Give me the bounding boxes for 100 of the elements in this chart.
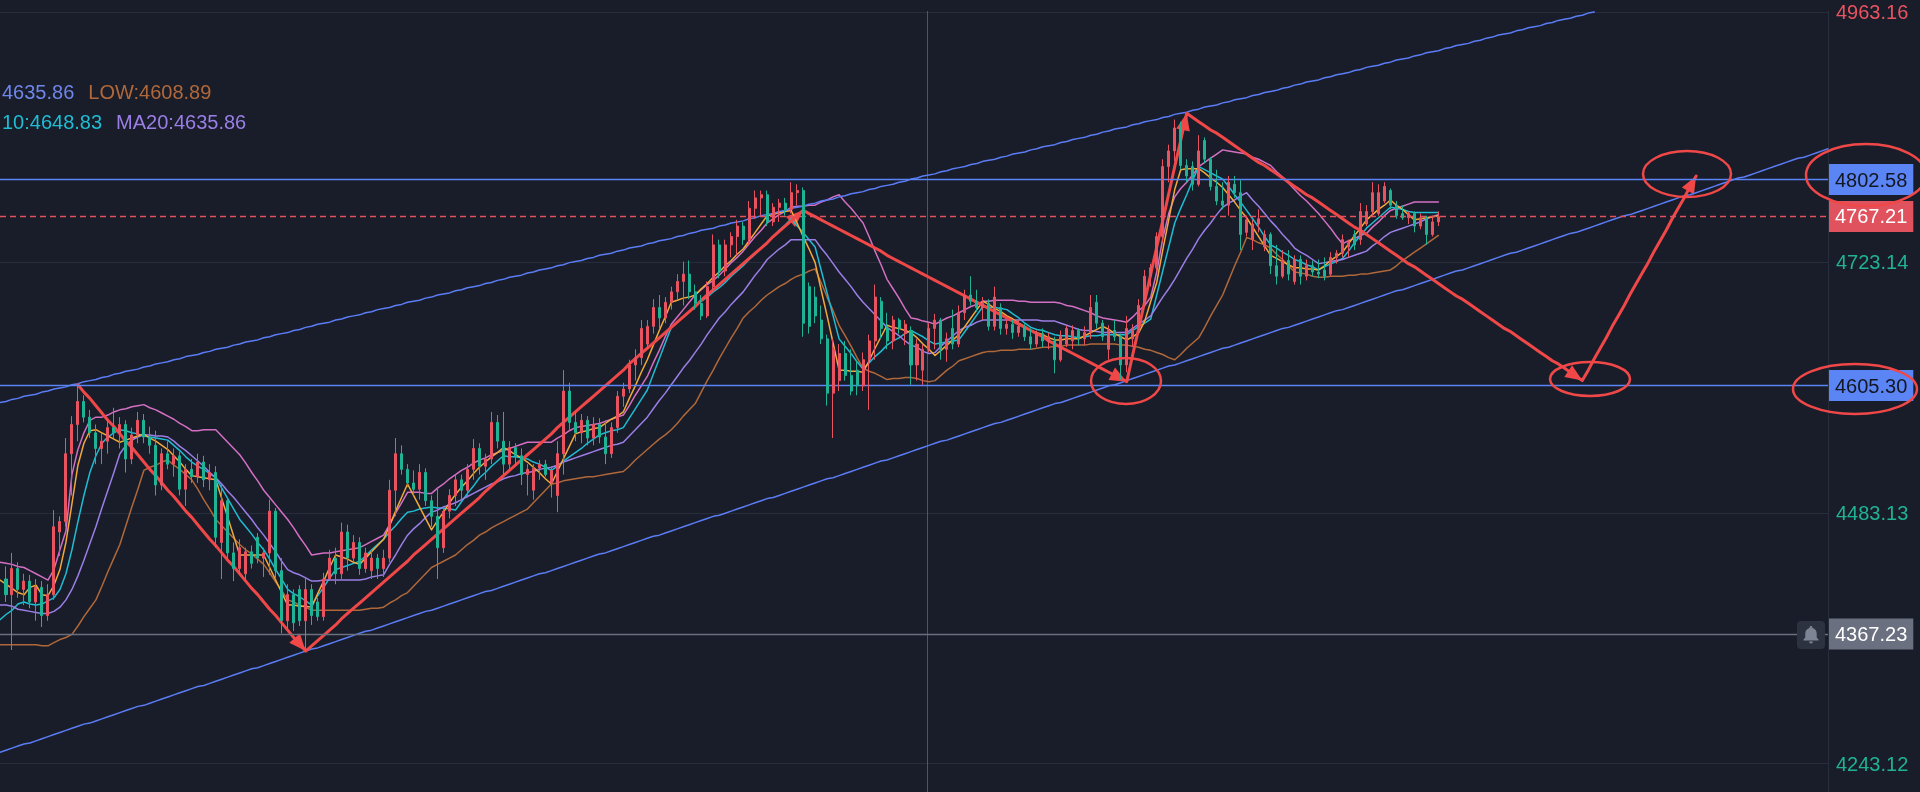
candlestick bbox=[232, 541, 235, 582]
candlestick bbox=[10, 552, 13, 651]
candlestick bbox=[520, 447, 523, 486]
candlestick bbox=[262, 547, 265, 578]
candlestick bbox=[1029, 327, 1032, 350]
candlestick bbox=[790, 181, 793, 215]
candlestick bbox=[1131, 323, 1134, 348]
candlestick bbox=[1215, 169, 1218, 206]
candlestick bbox=[442, 505, 445, 554]
candlestick bbox=[808, 281, 811, 335]
candlestick bbox=[1137, 298, 1140, 335]
candlestick bbox=[424, 467, 427, 507]
candlestick bbox=[1191, 160, 1194, 192]
candlestick bbox=[250, 545, 253, 570]
candlestick bbox=[172, 447, 175, 478]
candlestick bbox=[1125, 315, 1128, 373]
candlestick bbox=[1209, 156, 1212, 192]
candlestick bbox=[1173, 119, 1176, 162]
candlestick bbox=[862, 351, 865, 392]
candlestick bbox=[1005, 319, 1008, 336]
text: 10:4648.83 bbox=[2, 111, 103, 133]
candlestick bbox=[16, 561, 19, 599]
candlestick bbox=[951, 309, 954, 350]
candlestick bbox=[502, 411, 505, 476]
candlestick bbox=[634, 348, 637, 382]
candlestick bbox=[796, 183, 799, 206]
candlestick bbox=[1269, 231, 1272, 275]
candlestick bbox=[406, 463, 409, 488]
candlestick bbox=[652, 298, 655, 335]
candlestick bbox=[880, 296, 883, 340]
candlestick bbox=[280, 557, 283, 634]
candlestick bbox=[921, 343, 924, 386]
candlestick bbox=[130, 427, 133, 465]
ref-line-label: 4802.58 bbox=[1835, 168, 1908, 191]
candlestick bbox=[874, 284, 877, 361]
candlestick bbox=[1317, 259, 1320, 279]
candlestick bbox=[1353, 229, 1356, 251]
candlestick bbox=[1197, 134, 1200, 187]
candlestick bbox=[58, 515, 61, 557]
candlestick bbox=[1227, 175, 1230, 217]
candlestick bbox=[1263, 229, 1266, 252]
candlestick bbox=[400, 444, 403, 476]
candlestick bbox=[304, 576, 307, 651]
candlestick bbox=[658, 294, 661, 329]
candlestick bbox=[1041, 327, 1044, 348]
ref-line-label: 4767.21 bbox=[1835, 205, 1908, 228]
candlestick bbox=[1053, 336, 1056, 374]
candlestick bbox=[460, 474, 463, 501]
annotation: 4635.86 bbox=[2, 81, 75, 103]
candlestick bbox=[532, 463, 535, 501]
candlestick bbox=[610, 421, 613, 459]
candlestick bbox=[993, 286, 996, 331]
candlestick bbox=[70, 415, 73, 496]
candlestick bbox=[1311, 260, 1314, 277]
candlestick bbox=[550, 465, 553, 499]
candlestick bbox=[987, 298, 990, 331]
ref-line-label: 4605.30 bbox=[1835, 374, 1908, 397]
candlestick bbox=[1167, 144, 1170, 183]
candlestick bbox=[784, 197, 787, 217]
candlestick bbox=[430, 494, 433, 528]
candlestick bbox=[718, 239, 721, 279]
candlestick bbox=[1395, 200, 1398, 220]
candlestick bbox=[478, 442, 481, 476]
candlestick bbox=[448, 488, 451, 519]
candlestick bbox=[328, 549, 331, 582]
candlestick bbox=[136, 411, 139, 444]
candlestick bbox=[1065, 324, 1068, 348]
candlestick bbox=[382, 549, 385, 578]
candlestick bbox=[664, 296, 667, 324]
candlestick bbox=[64, 437, 67, 528]
candlestick bbox=[514, 442, 517, 467]
candlestick bbox=[364, 547, 367, 574]
candlestick bbox=[1323, 256, 1326, 281]
candlestick bbox=[166, 440, 169, 470]
candlestick bbox=[112, 407, 115, 439]
y-tick-label: 4243.12 bbox=[1836, 752, 1909, 775]
candlestick bbox=[226, 497, 229, 559]
candlestick bbox=[118, 416, 121, 449]
candlestick bbox=[904, 319, 907, 346]
candlestick bbox=[310, 583, 313, 626]
candlestick bbox=[975, 289, 978, 313]
candlestick bbox=[1299, 254, 1302, 286]
candlestick bbox=[1023, 323, 1026, 342]
candlestick bbox=[154, 430, 157, 496]
candlestick bbox=[1107, 324, 1110, 361]
candlestick bbox=[802, 186, 805, 338]
candlestick bbox=[358, 536, 361, 576]
candlestick bbox=[370, 549, 373, 580]
candlestick bbox=[646, 319, 649, 350]
candlestick bbox=[1083, 325, 1086, 346]
candlestick bbox=[466, 463, 469, 499]
candlestick bbox=[322, 572, 325, 622]
candlestick bbox=[682, 261, 685, 306]
candlestick bbox=[472, 438, 475, 481]
candlestick bbox=[850, 348, 853, 396]
candlestick bbox=[1185, 158, 1188, 183]
candlestick bbox=[700, 294, 703, 321]
candlestick bbox=[1035, 330, 1038, 348]
candlestick bbox=[526, 463, 529, 496]
candlestick bbox=[184, 463, 187, 507]
